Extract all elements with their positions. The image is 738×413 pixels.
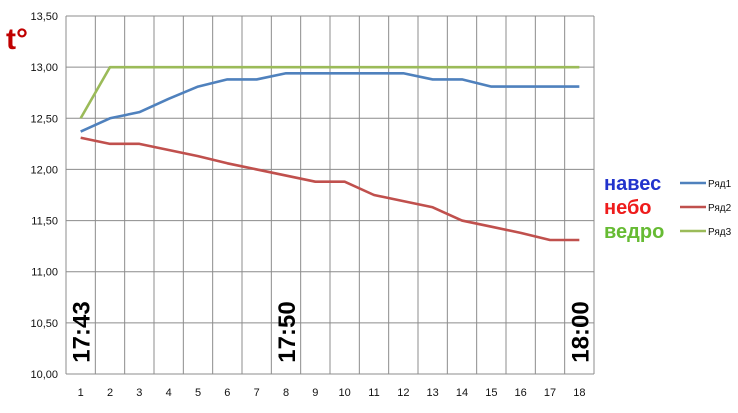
x-tick-label: 11: [368, 387, 379, 399]
y-tick-label: 13,00: [30, 62, 58, 74]
x-tick-label: 9: [312, 387, 318, 399]
y-tick-label: 10,00: [30, 369, 58, 381]
legend-label: навес: [604, 173, 661, 195]
y-tick-label: 10,50: [30, 318, 58, 330]
x-tick-label: 18: [573, 387, 585, 399]
x-axis-tick-labels: 1 2 3 4 5 6 7 8 9 10 11 12 13 14 15 16 17 18: [78, 387, 586, 399]
y-tick-label: 13,50: [30, 11, 58, 23]
x-tick-label: 8: [283, 387, 289, 399]
x-tick-label: 2: [107, 387, 113, 399]
legend-series-name: Ряд1: [708, 179, 732, 190]
y-axis-tick-labels: 10,00 10,50 11,00 11,50 12,00 12,50 13,00 13,50: [30, 11, 58, 381]
legend-label: небо: [604, 197, 652, 219]
y-tick-label: 11,00: [31, 267, 58, 279]
time-annotations: 17:43 17:50 18:00: [69, 301, 595, 362]
series-lines: [79, 65, 580, 242]
x-tick-label: 10: [339, 387, 351, 399]
y-tick-label: 12,00: [30, 164, 58, 176]
x-tick-label: 15: [485, 387, 497, 399]
legend-series-name: Ряд3: [708, 227, 732, 238]
x-tick-label: 4: [166, 387, 172, 399]
y-axis-title: t°: [6, 23, 28, 56]
time-annotation: 17:50: [274, 301, 301, 362]
x-tick-label: 3: [136, 387, 142, 399]
legend-label: ведро: [604, 221, 664, 243]
legend: навес Ряд1 небо Ряд2 ведро Ряд3: [604, 173, 732, 243]
y-tick-label: 11,50: [31, 216, 58, 228]
time-annotation: 17:43: [69, 301, 96, 362]
x-tick-label: 13: [427, 387, 439, 399]
x-tick-label: 12: [397, 387, 409, 399]
series-line-Ряд2: [80, 136, 580, 242]
x-tick-label: 6: [224, 387, 230, 399]
series-line-Ряд3: [79, 65, 580, 119]
x-tick-label: 1: [78, 387, 84, 399]
series-line-Ряд1: [80, 71, 580, 133]
time-annotation: 18:00: [567, 301, 594, 362]
grid-lines: [66, 15, 595, 375]
x-tick-label: 14: [456, 387, 468, 399]
x-tick-label: 16: [515, 387, 527, 399]
x-tick-label: 5: [195, 387, 201, 399]
y-tick-label: 12,50: [30, 113, 58, 125]
x-tick-label: 7: [254, 387, 260, 399]
x-tick-label: 17: [544, 387, 556, 399]
legend-series-name: Ряд2: [708, 203, 732, 214]
